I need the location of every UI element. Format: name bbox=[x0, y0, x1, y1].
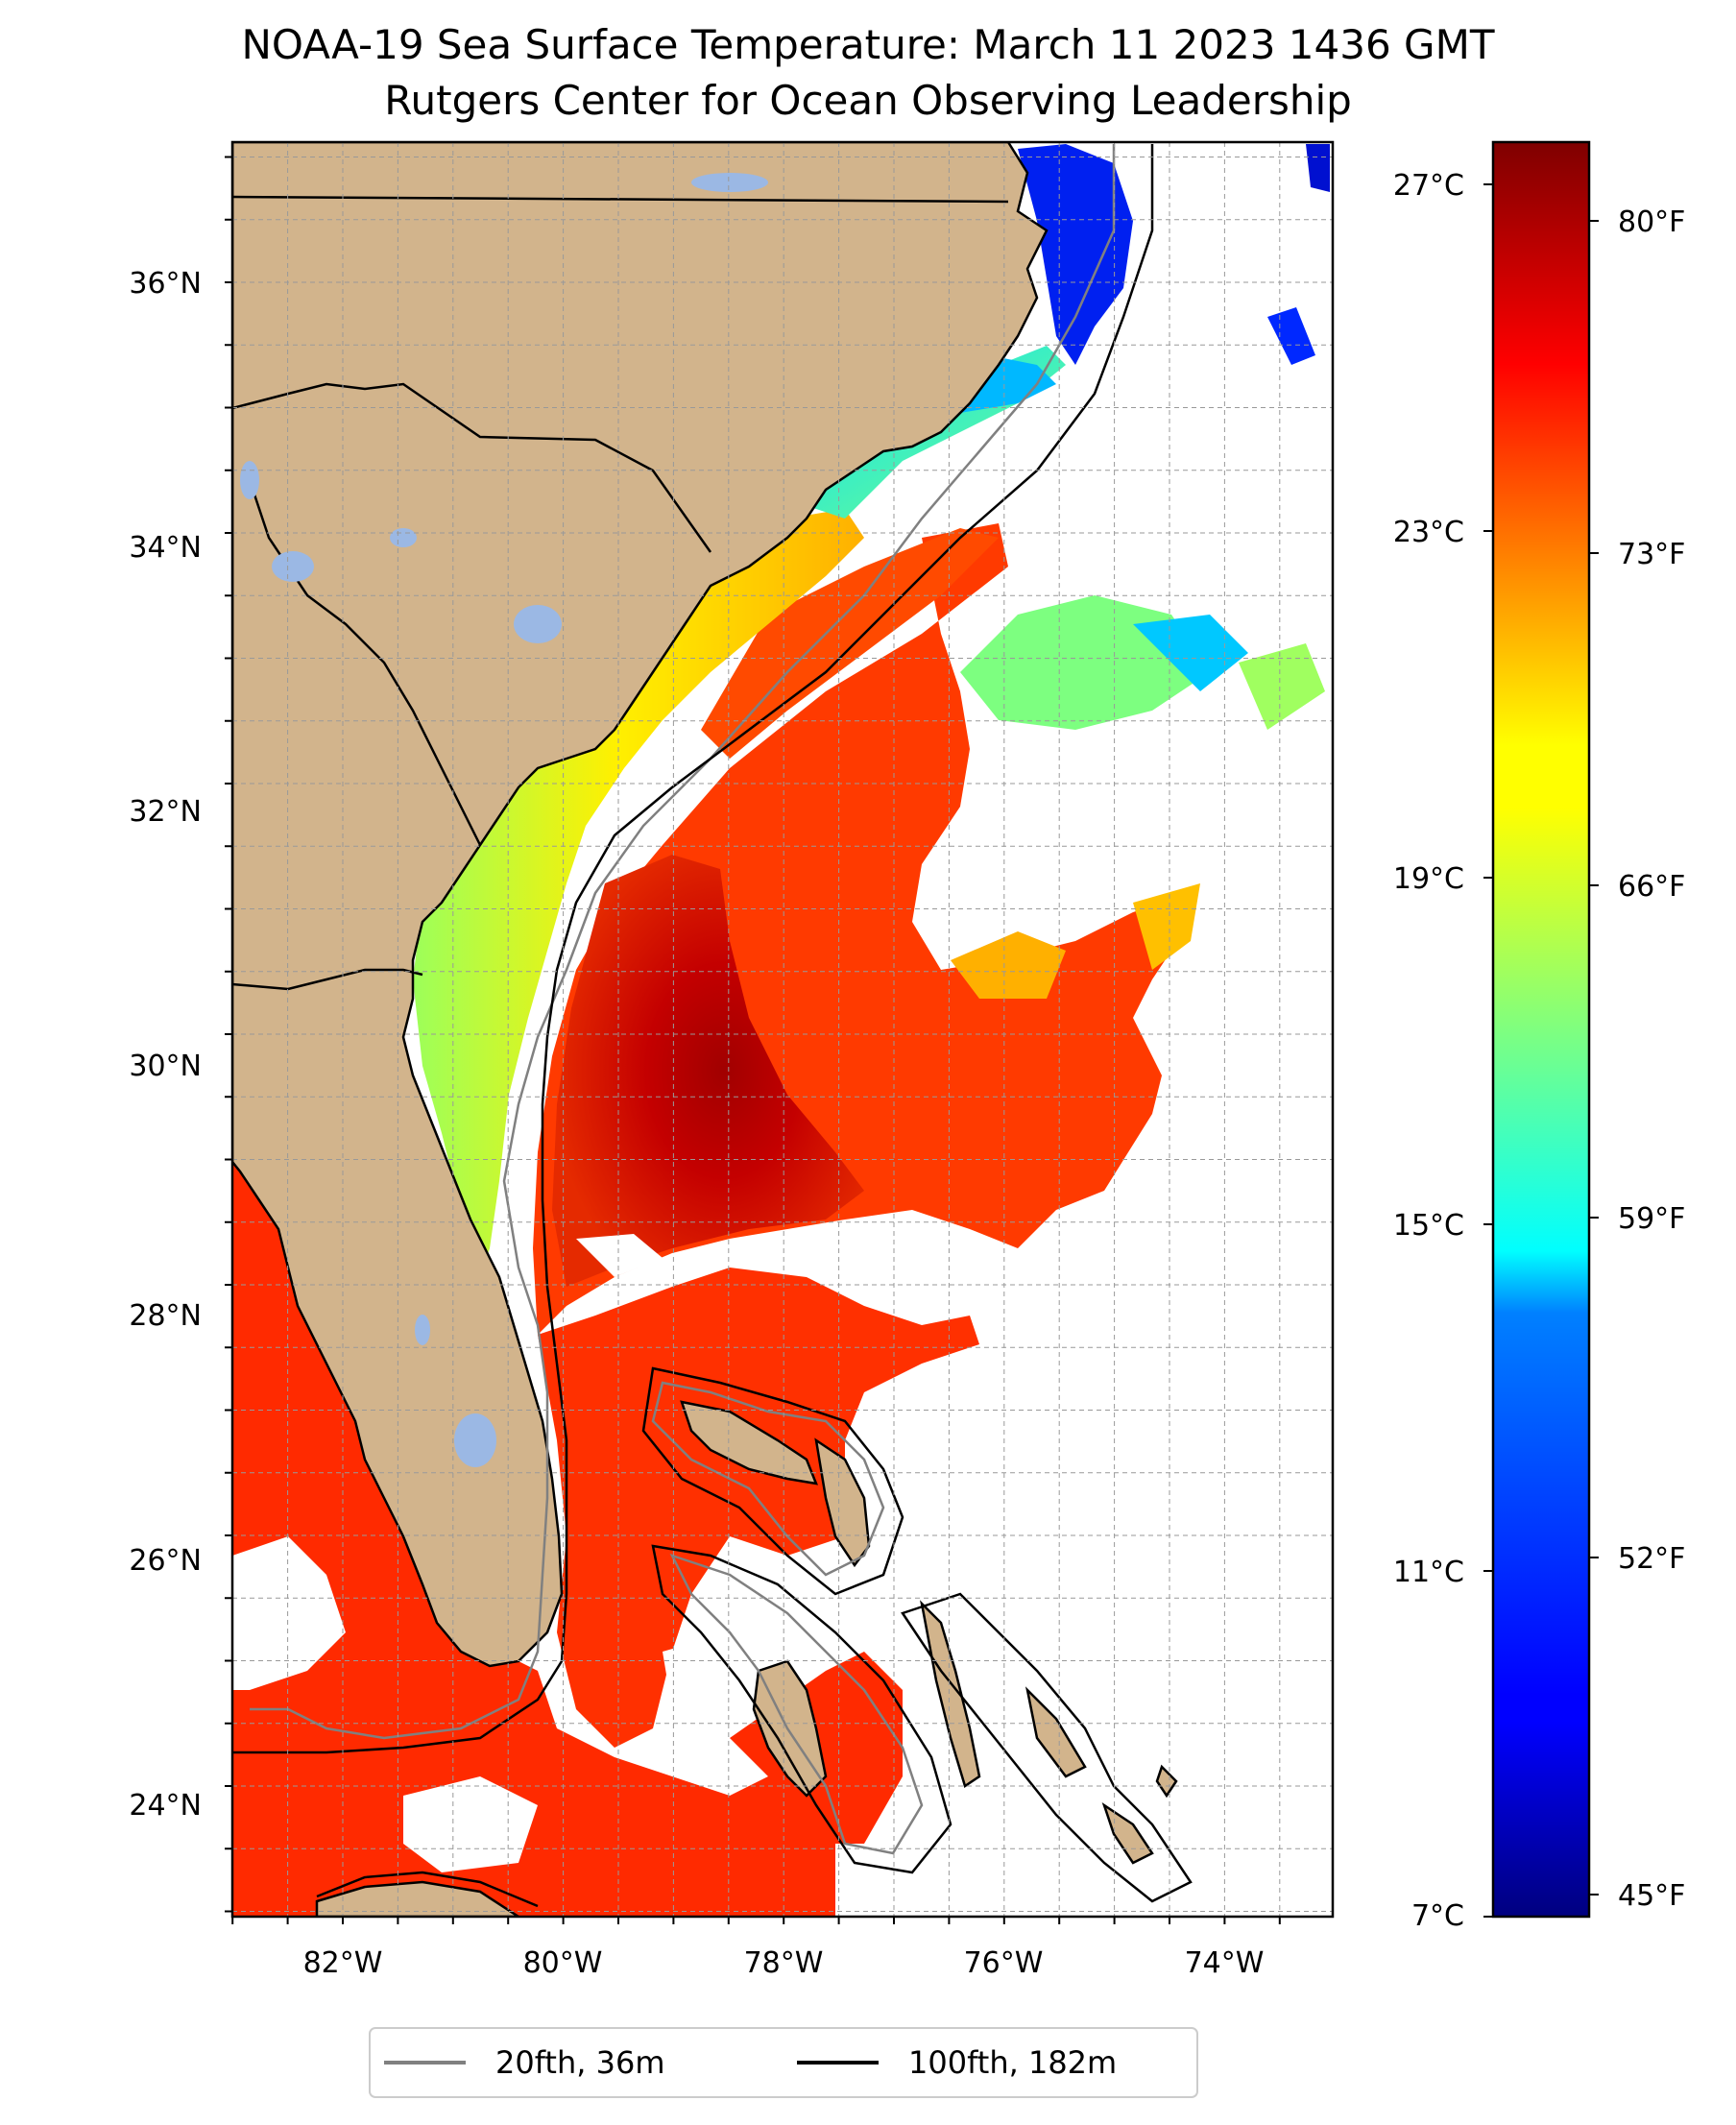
sst-offshore-patch bbox=[1133, 615, 1248, 691]
isobath-south-keys bbox=[316, 1871, 539, 1908]
map-title: NOAA-19 Sea Surface Temperature: March 1… bbox=[241, 21, 1495, 68]
lon-label: 82°W bbox=[303, 1946, 383, 1980]
isobath-tongue-20fth bbox=[669, 1553, 924, 1855]
fahrenheit-label: 66°F bbox=[1618, 870, 1685, 904]
lat-label: 28°N bbox=[129, 1299, 202, 1333]
celsius-label: 27°C bbox=[1393, 169, 1464, 203]
land-grand-bahama bbox=[680, 1400, 818, 1485]
legend-label-100fth: 100fth, 182m bbox=[908, 2044, 1117, 2081]
lake-hartwell bbox=[272, 551, 314, 582]
sst-cold-patch bbox=[1306, 144, 1330, 192]
colorbar-ticks bbox=[1483, 183, 1599, 1918]
lake-seminole bbox=[390, 528, 417, 547]
colorbar-gradient bbox=[1491, 140, 1591, 1919]
lat-label: 34°N bbox=[129, 531, 202, 565]
map-subtitle: Rutgers Center for Ocean Observing Leade… bbox=[384, 77, 1352, 124]
fahrenheit-label: 80°F bbox=[1618, 205, 1685, 239]
legend-label-20fth: 20fth, 36m bbox=[495, 2044, 664, 2081]
sst-map bbox=[232, 142, 1333, 1917]
sst-cold-northeast bbox=[1018, 144, 1133, 365]
lon-label: 74°W bbox=[1185, 1946, 1265, 1980]
colorbar: 27°C 23°C 19°C 15°C 11°C 7°C 80°F 73°F 6… bbox=[1393, 140, 1685, 1933]
isobath-20fth bbox=[250, 144, 1116, 1740]
celsius-label: 7°C bbox=[1411, 1899, 1464, 1933]
lake-george bbox=[415, 1315, 430, 1345]
isobath-bahamas-20fth bbox=[651, 1381, 885, 1577]
land-florida-keys bbox=[315, 1880, 521, 1917]
border-ga-fl bbox=[232, 968, 423, 991]
celsius-label: 23°C bbox=[1393, 516, 1464, 549]
sst-offshore-patch bbox=[951, 931, 1066, 999]
colorbar-celsius-labels: 27°C 23°C 19°C 15°C 11°C 7°C bbox=[1393, 169, 1464, 1933]
land-small-island bbox=[1155, 1764, 1178, 1799]
legend: 20fth, 36m 100fth, 182m bbox=[369, 2027, 1198, 2098]
lat-label: 24°N bbox=[129, 1789, 202, 1823]
lon-label: 78°W bbox=[744, 1946, 824, 1980]
isobath-100fth bbox=[232, 144, 1154, 1754]
fahrenheit-label: 52°F bbox=[1618, 1542, 1685, 1576]
legend-box bbox=[369, 2027, 1198, 2098]
fahrenheit-label: 45°F bbox=[1618, 1879, 1685, 1913]
sst-warm-north bbox=[701, 528, 999, 759]
lat-label: 32°N bbox=[129, 795, 202, 829]
sst-cold-patch bbox=[1267, 307, 1315, 365]
sst-south-warm bbox=[538, 1268, 979, 1748]
fahrenheit-label: 59°F bbox=[1618, 1202, 1685, 1236]
lon-axis: 82°W 80°W 78°W 76°W 74°W bbox=[303, 1946, 1265, 1980]
isobath-east-bahamas bbox=[901, 1592, 1193, 1903]
lakes bbox=[240, 173, 768, 1467]
sst-offshore-patch bbox=[1133, 883, 1200, 970]
celsius-label: 15°C bbox=[1393, 1209, 1464, 1243]
fahrenheit-label: 73°F bbox=[1618, 538, 1685, 571]
lon-label: 76°W bbox=[964, 1946, 1044, 1980]
lat-label: 36°N bbox=[129, 267, 202, 301]
lake-marion bbox=[514, 605, 562, 643]
colorbar-fahrenheit-labels: 80°F 73°F 66°F 59°F 52°F 45°F bbox=[1618, 205, 1685, 1913]
border-nc-sc bbox=[232, 382, 712, 553]
land-exuma bbox=[1025, 1686, 1087, 1778]
land-eleuthera bbox=[920, 1600, 981, 1788]
celsius-label: 19°C bbox=[1393, 862, 1464, 896]
lake-kerr bbox=[691, 173, 768, 192]
celsius-label: 11°C bbox=[1393, 1556, 1464, 1589]
lon-label: 80°W bbox=[523, 1946, 603, 1980]
cloud-mask bbox=[663, 1632, 768, 1719]
lake-murray bbox=[240, 461, 259, 499]
isobath-bahamas-100fth bbox=[641, 1366, 904, 1596]
axis-ticks bbox=[225, 156, 1281, 1924]
map-frame bbox=[230, 140, 1335, 1919]
sst-south-warm bbox=[232, 1162, 835, 1917]
lat-axis: 36°N 34°N 32°N 30°N 28°N 26°N 24°N bbox=[129, 267, 202, 1823]
lake-okeechobee bbox=[454, 1413, 496, 1467]
isobath-tongue-100fth bbox=[651, 1544, 952, 1874]
isobaths bbox=[232, 144, 1193, 1908]
border-va-nc bbox=[232, 195, 1009, 204]
gridlines bbox=[232, 142, 1333, 1917]
cloud-mask bbox=[576, 1234, 663, 1277]
lat-label: 26°N bbox=[129, 1544, 202, 1578]
sst-offshore-patch bbox=[1239, 643, 1325, 730]
lat-label: 30°N bbox=[129, 1050, 202, 1083]
sst-warm-core bbox=[552, 855, 864, 1287]
cloud-mask bbox=[232, 1536, 346, 1690]
